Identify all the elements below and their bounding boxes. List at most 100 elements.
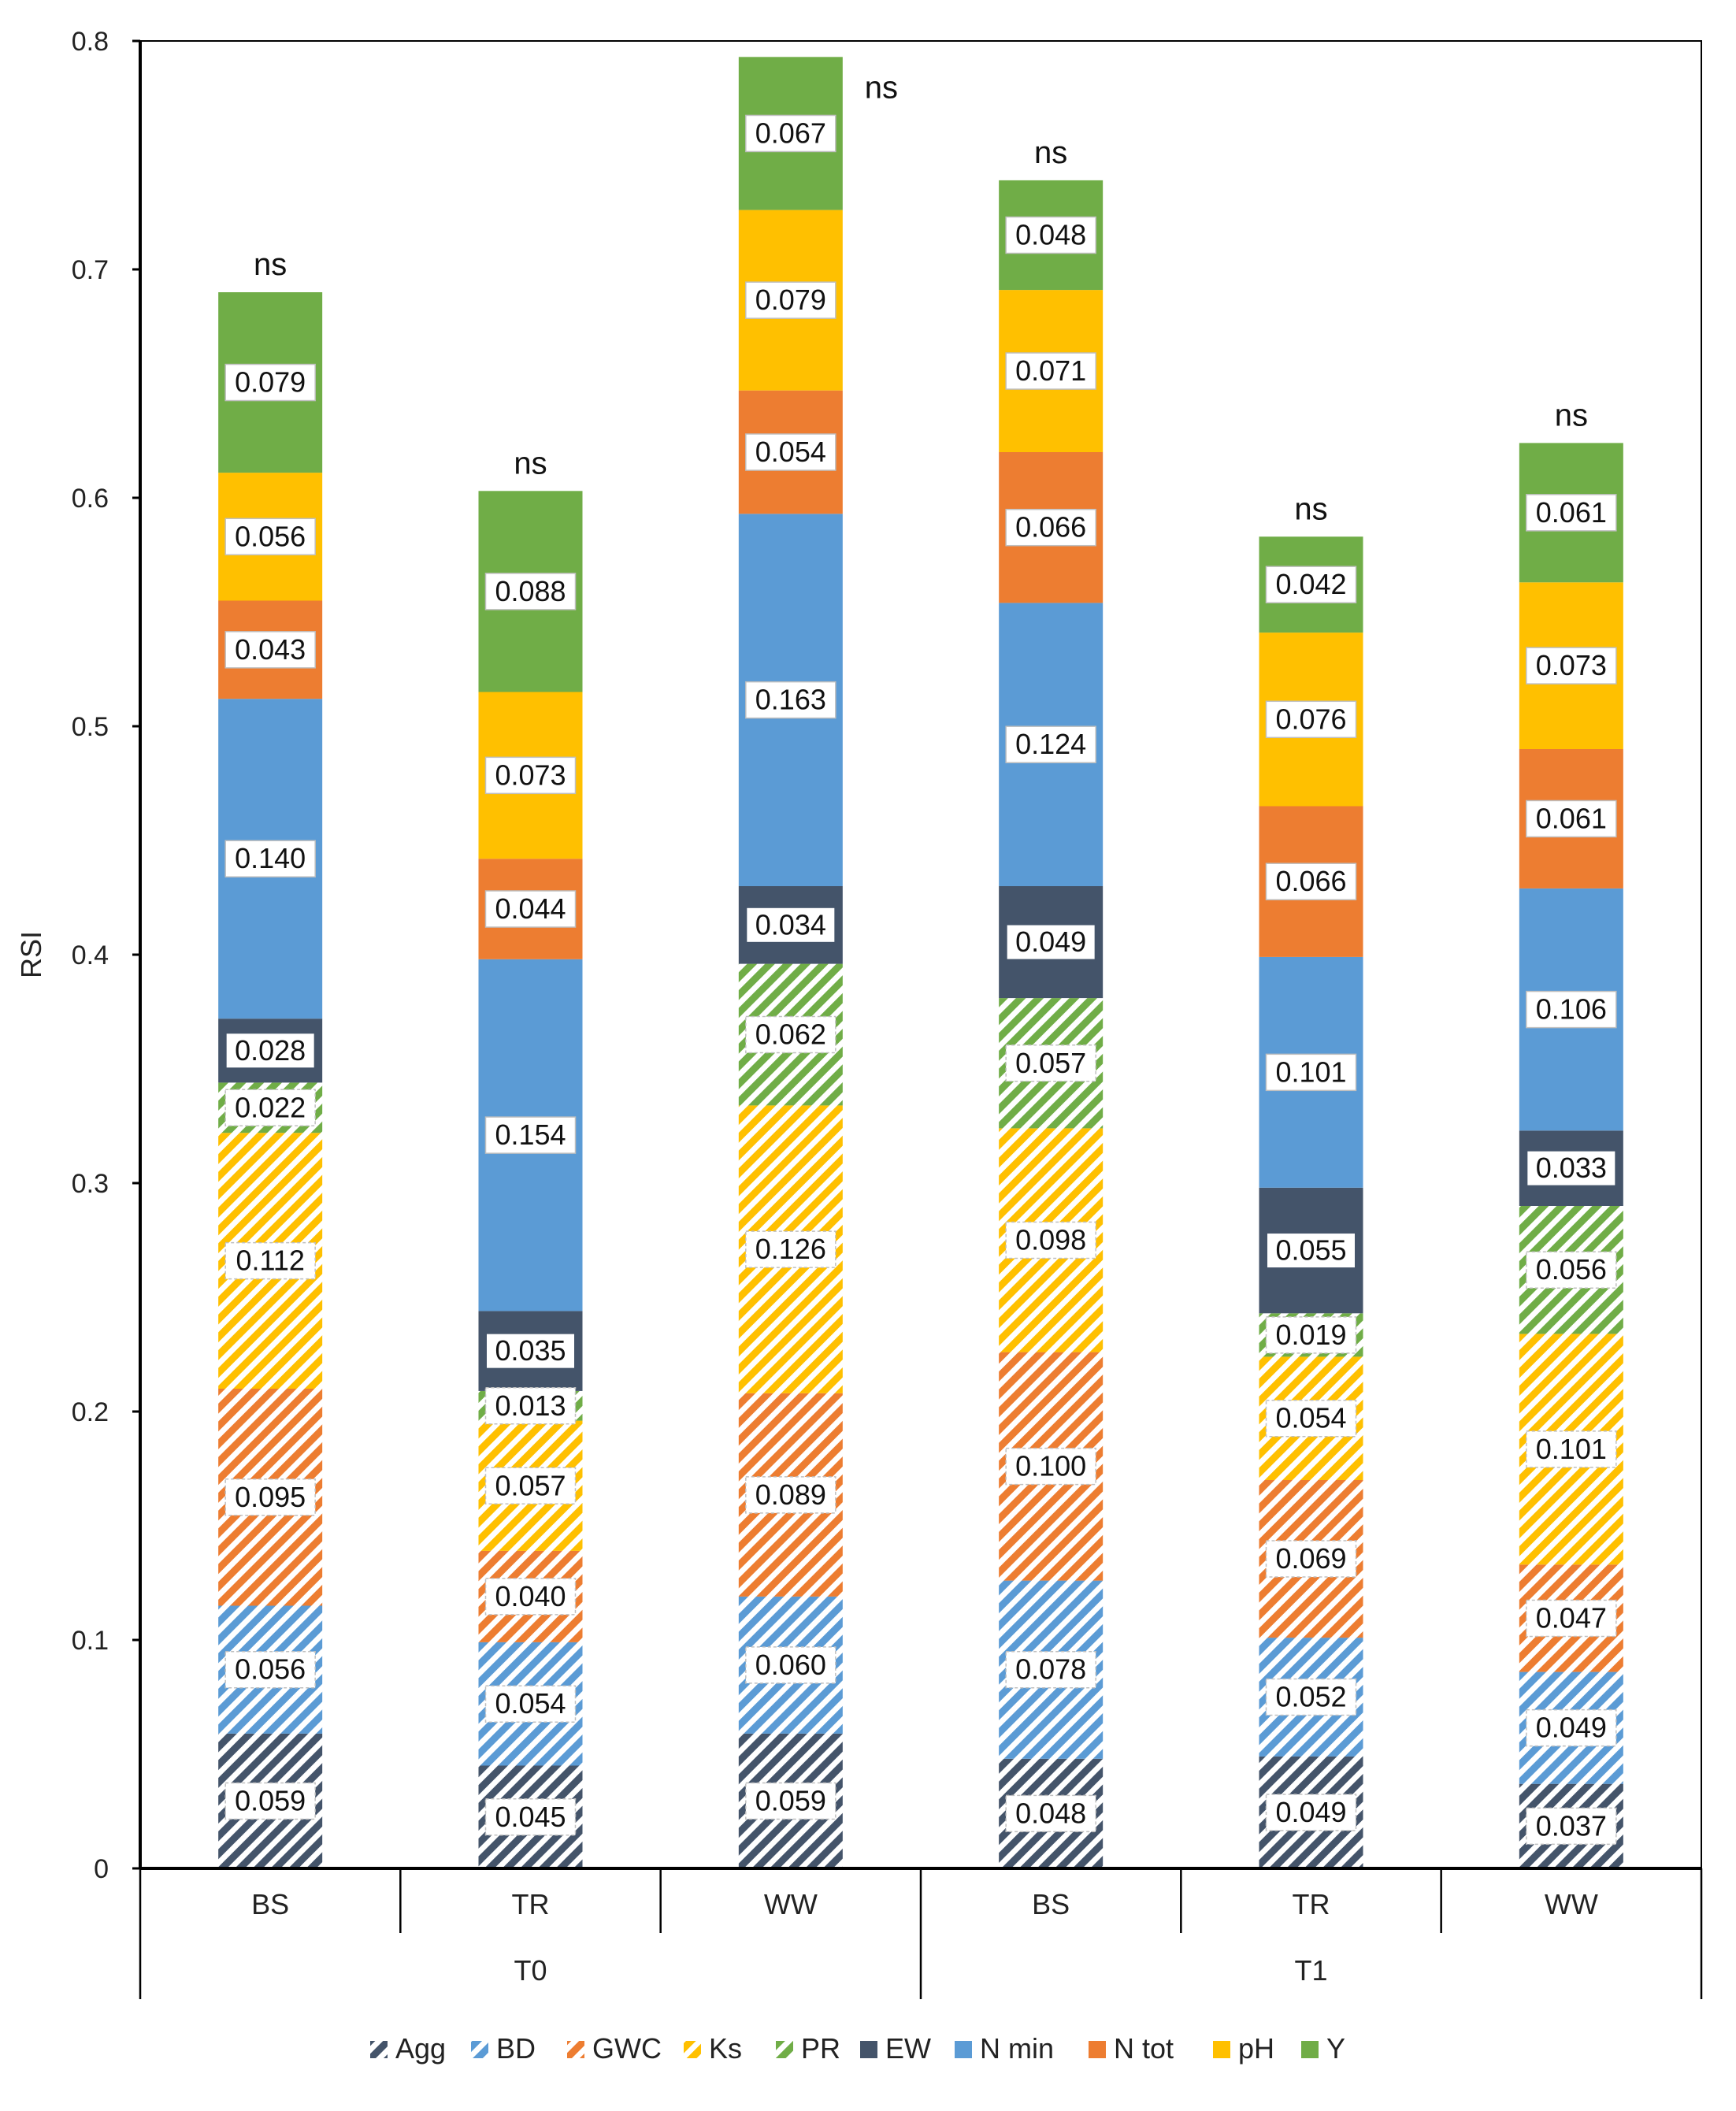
value-label-box-n-min-6 xyxy=(1526,990,1617,1029)
value-label-y-4: 0.048 xyxy=(1015,219,1086,251)
value-label-box-pr-3 xyxy=(745,1015,836,1054)
value-label-ph-6: 0.073 xyxy=(1536,649,1607,681)
value-label-box-ew-4 xyxy=(1004,922,1097,962)
value-label-gwc-5: 0.069 xyxy=(1275,1542,1346,1575)
value-label-agg-2: 0.045 xyxy=(495,1801,566,1833)
x-group-label: T0 xyxy=(514,1954,547,1987)
value-label-n-tot-5: 0.066 xyxy=(1275,865,1346,897)
legend-swatch-ew xyxy=(860,2041,877,2058)
value-label-ph-5: 0.076 xyxy=(1275,703,1346,735)
value-label-box-agg-6 xyxy=(1526,1807,1617,1846)
value-label-ph-3: 0.079 xyxy=(755,284,826,316)
value-label-box-ks-1 xyxy=(224,1241,316,1280)
value-label-n-tot-1: 0.043 xyxy=(235,633,306,666)
value-label-box-n-min-3 xyxy=(745,681,836,719)
value-label-pr-3: 0.062 xyxy=(755,1018,826,1051)
value-label-y-3: 0.067 xyxy=(755,117,826,149)
value-label-box-y-1 xyxy=(224,363,316,402)
value-label-box-ew-6 xyxy=(1525,1148,1618,1188)
value-label-bd-6: 0.049 xyxy=(1536,1712,1607,1744)
legend-swatch-n-tot xyxy=(1089,2041,1106,2058)
value-label-y-6: 0.061 xyxy=(1536,496,1607,529)
value-label-box-gwc-3 xyxy=(745,1476,836,1514)
value-label-box-y-3 xyxy=(745,114,836,153)
value-label-y-1: 0.079 xyxy=(235,366,306,399)
value-label-box-pr-6 xyxy=(1526,1251,1617,1289)
plot-frame xyxy=(139,40,1702,1869)
x-category-label: BS xyxy=(1032,1888,1070,1920)
legend-label-n-min: N min xyxy=(980,2032,1054,2065)
value-label-box-gwc-2 xyxy=(484,1578,577,1616)
significance-label-1: ns xyxy=(254,247,287,282)
value-label-bd-3: 0.060 xyxy=(755,1649,826,1681)
legend-swatch-ph xyxy=(1213,2041,1230,2058)
axes: 0 0.1 0.2 0.3 0.4 0.5 0.6 0.7 0.8 RSI BS TR WW BS TR WW… xyxy=(15,27,1703,1999)
value-label-box-bd-2 xyxy=(484,1685,577,1723)
value-label-agg-4: 0.048 xyxy=(1015,1797,1086,1829)
legend-swatch-gwc xyxy=(567,2041,584,2058)
value-label-box-ph-4 xyxy=(1005,352,1096,390)
value-label-ks-4: 0.098 xyxy=(1015,1224,1086,1256)
value-label-ew-4: 0.049 xyxy=(1015,926,1086,958)
value-label-box-pr-5 xyxy=(1265,1316,1357,1354)
value-label-n-min-3: 0.163 xyxy=(755,684,826,716)
value-label-box-n-min-4 xyxy=(1005,725,1096,763)
legend-label-bd: BD xyxy=(496,2032,536,2065)
value-label-pr-6: 0.056 xyxy=(1536,1253,1607,1286)
y-tick-label: 0.1 xyxy=(72,1626,109,1656)
legend-label-y: Y xyxy=(1326,2032,1345,2065)
value-label-box-ph-1 xyxy=(224,518,316,556)
value-label-bd-4: 0.078 xyxy=(1015,1653,1086,1686)
value-label-box-ks-6 xyxy=(1526,1430,1617,1468)
value-label-ks-2: 0.057 xyxy=(495,1469,566,1501)
value-label-gwc-4: 0.100 xyxy=(1015,1450,1086,1482)
value-label-n-min-4: 0.124 xyxy=(1015,728,1086,760)
value-label-box-bd-5 xyxy=(1265,1678,1357,1716)
value-label-box-n-min-2 xyxy=(484,1116,577,1154)
value-label-n-min-5: 0.101 xyxy=(1275,1056,1346,1088)
value-label-box-n-min-5 xyxy=(1265,1053,1357,1092)
value-label-box-ph-6 xyxy=(1526,647,1617,684)
value-label-bd-2: 0.054 xyxy=(495,1687,566,1720)
value-label-box-ew-2 xyxy=(484,1331,577,1371)
value-label-pr-1: 0.022 xyxy=(235,1091,306,1123)
value-label-box-n-tot-1 xyxy=(224,631,316,669)
value-label-box-gwc-1 xyxy=(224,1478,316,1516)
value-label-box-gwc-5 xyxy=(1265,1540,1357,1578)
y-tick-label: 0.8 xyxy=(72,27,109,57)
value-label-box-agg-5 xyxy=(1265,1794,1357,1831)
y-tick-label: 0.3 xyxy=(72,1169,109,1199)
significance-label-5: ns xyxy=(1294,492,1327,526)
value-label-agg-5: 0.049 xyxy=(1275,1796,1346,1828)
value-label-n-tot-4: 0.066 xyxy=(1015,511,1086,544)
value-label-ew-5: 0.055 xyxy=(1275,1234,1346,1267)
value-label-agg-3: 0.059 xyxy=(755,1784,826,1816)
legend-label-agg: Agg xyxy=(395,2032,446,2065)
value-label-n-min-1: 0.140 xyxy=(235,842,306,874)
value-labels-layer: 0.059 0.056 0.095 0.112 0.022 0.028 0.140 0.043… xyxy=(224,70,1618,1846)
significance-label-3: ns xyxy=(865,70,898,105)
value-label-box-bd-4 xyxy=(1005,1650,1096,1689)
value-label-box-ew-5 xyxy=(1265,1231,1357,1271)
legend-label-ks: Ks xyxy=(709,2032,742,2065)
value-label-gwc-3: 0.089 xyxy=(755,1478,826,1511)
value-label-box-ph-5 xyxy=(1265,700,1357,739)
value-label-box-y-6 xyxy=(1526,494,1617,532)
value-label-box-ks-4 xyxy=(1005,1221,1096,1260)
y-tick-label: 0.7 xyxy=(72,255,109,285)
x-category-label: TR xyxy=(1293,1888,1330,1920)
value-label-n-min-6: 0.106 xyxy=(1536,993,1607,1026)
x-category-label: BS xyxy=(251,1888,289,1920)
x-category-label: TR xyxy=(512,1888,550,1920)
legend-swatch-bd xyxy=(471,2041,488,2058)
value-label-box-agg-2 xyxy=(484,1798,577,1836)
value-label-ks-6: 0.101 xyxy=(1536,1433,1607,1465)
value-label-box-gwc-6 xyxy=(1526,1599,1617,1638)
value-label-box-ew-3 xyxy=(744,905,837,944)
value-label-n-min-2: 0.154 xyxy=(495,1119,566,1151)
legend-label-ph: pH xyxy=(1238,2032,1274,2065)
legend-swatch-n-min xyxy=(955,2041,972,2058)
value-label-ph-4: 0.071 xyxy=(1015,354,1086,387)
significance-label-4: ns xyxy=(1034,135,1067,170)
